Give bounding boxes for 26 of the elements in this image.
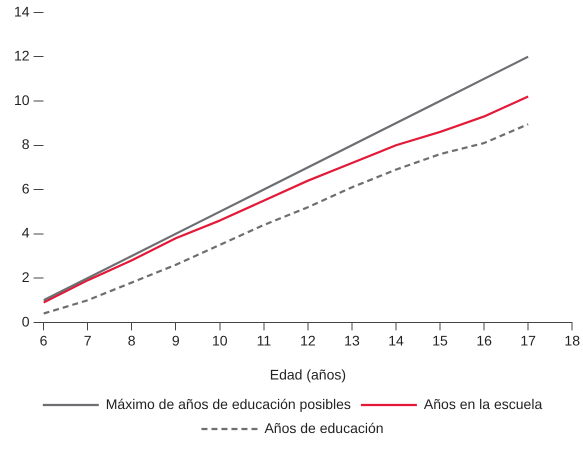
x-tick-label: 18 [564,332,580,349]
x-tick-label: 9 [172,332,180,349]
x-tick-label: 17 [520,332,536,349]
x-tick-label: 8 [128,332,136,349]
y-tick-label: 4 [22,224,30,241]
x-tick-label: 6 [40,332,48,349]
y-tick-label: 10 [14,92,30,108]
y-tick-label: 12 [14,48,30,64]
x-tick-label: 10 [212,332,228,349]
x-tick-label: 7 [84,332,92,349]
y-tick-label: 0 [22,313,30,330]
y-tick-label: 14 [14,3,30,20]
x-tick-label: 12 [300,332,316,349]
x-tick-label: 13 [344,332,360,349]
line-series [44,123,530,315]
y-tick-label: 2 [22,268,30,285]
legend-label: Años de educación [264,420,384,436]
legend-label: Años en la escuela [424,396,542,412]
x-axis-title: Edad (años) [270,366,346,382]
legend-label: Máximo de años de educación posibles [106,396,351,412]
y-tick-label: 6 [22,180,30,196]
x-tick-label: 14 [388,332,404,349]
x-tick-label: 16 [476,332,492,349]
x-tick-label: 15 [432,332,448,349]
x-tick-label: 11 [256,332,272,349]
y-tick-label: 8 [22,136,30,152]
